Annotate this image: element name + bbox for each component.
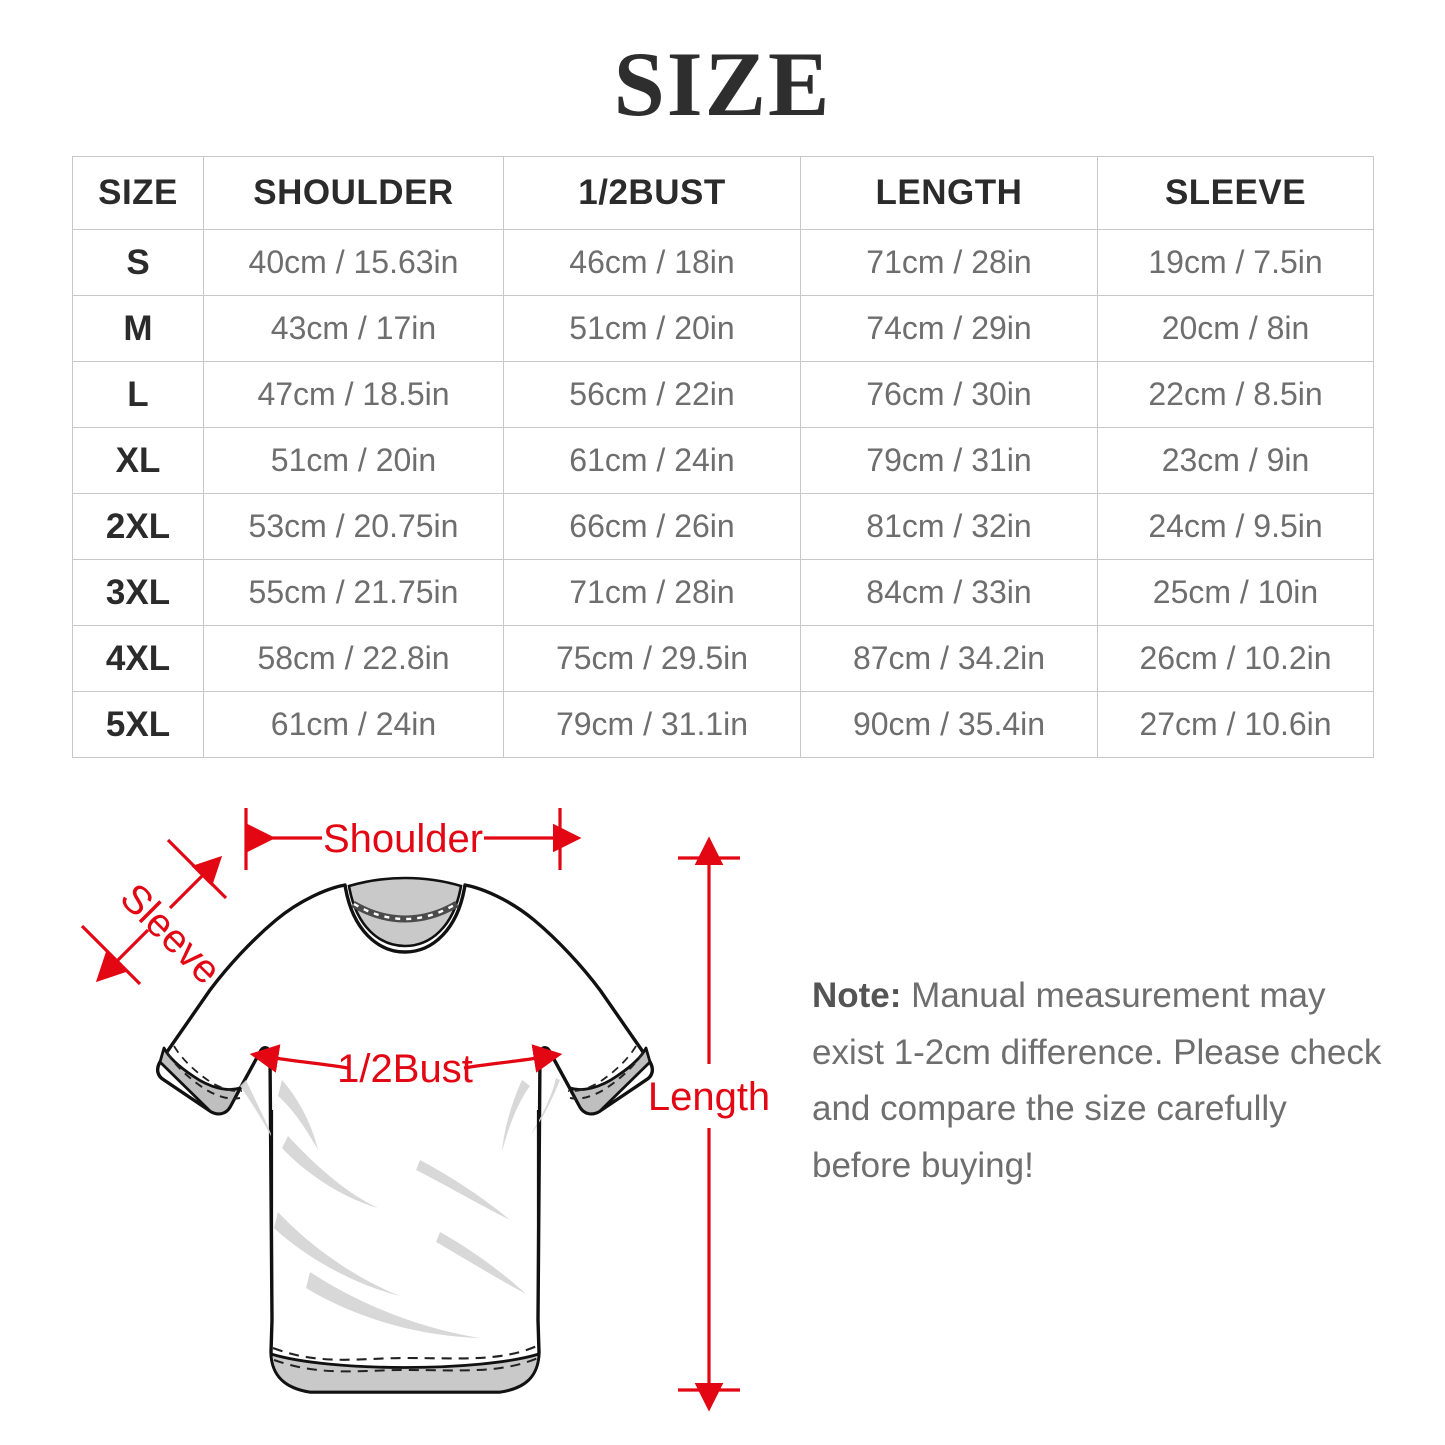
table-row: 3XL 55cm / 21.75in 71cm / 28in 84cm / 33…	[72, 559, 1374, 626]
column-header-shoulder: SHOULDER	[203, 156, 504, 230]
cell-length: 79cm / 31in	[800, 427, 1098, 494]
left-sleeve-hem	[158, 1046, 242, 1116]
cell-size: 5XL	[72, 691, 204, 758]
table-row: 4XL 58cm / 22.8in 75cm / 29.5in 87cm / 3…	[72, 625, 1374, 692]
fabric-shading	[240, 1078, 560, 1338]
length-label: Length	[648, 1075, 770, 1119]
column-header-size: SIZE	[72, 156, 204, 230]
cell-size: XL	[72, 427, 204, 494]
bust-arrow-right	[463, 1044, 563, 1073]
table-row: XL 51cm / 20in 61cm / 24in 79cm / 31in 2…	[72, 427, 1374, 494]
cell-size: 3XL	[72, 559, 204, 626]
cell-bust: 71cm / 28in	[503, 559, 801, 626]
bottom-hem-lip	[269, 1352, 541, 1394]
note-label: Note:	[812, 976, 902, 1015]
note-text: Manual measurement may exist 1-2cm diffe…	[812, 976, 1382, 1186]
bust-dimension: 1/2Bust	[249, 1044, 563, 1091]
cell-shoulder: 47cm / 18.5in	[203, 361, 504, 428]
table-row: M 43cm / 17in 51cm / 20in 74cm / 29in 20…	[72, 295, 1374, 362]
cell-bust: 56cm / 22in	[503, 361, 801, 428]
bust-arrow-left	[249, 1044, 349, 1073]
column-header-bust: 1/2BUST	[503, 156, 801, 230]
cell-shoulder: 43cm / 17in	[203, 295, 504, 362]
bottom-hem-stitch-b	[273, 1357, 539, 1373]
table-row: 5XL 61cm / 24in 79cm / 31.1in 90cm / 35.…	[72, 691, 1374, 758]
cell-size: 4XL	[72, 625, 204, 692]
table-row: L 47cm / 18.5in 56cm / 22in 76cm / 30in …	[72, 361, 1374, 428]
shoulder-label: Shoulder	[323, 817, 483, 861]
cell-length: 76cm / 30in	[800, 361, 1098, 428]
cell-shoulder: 51cm / 20in	[203, 427, 504, 494]
right-sleeve-stitch-2	[567, 1045, 637, 1093]
cell-bust: 75cm / 29.5in	[503, 625, 801, 692]
table-row: S 40cm / 15.63in 46cm / 18in 71cm / 28in…	[72, 229, 1374, 296]
cell-bust: 61cm / 24in	[503, 427, 801, 494]
tshirt-body-outline	[155, 883, 655, 1394]
tshirt-measurement-diagram: Shoulder Sleeve 1/2Bust Length	[60, 780, 800, 1420]
cell-size: 2XL	[72, 493, 204, 560]
left-sleeve-stitch-2	[173, 1045, 243, 1093]
cell-length: 74cm / 29in	[800, 295, 1098, 362]
cell-size: L	[72, 361, 204, 428]
length-dimension: Length	[648, 836, 770, 1412]
collar-inner	[347, 876, 463, 948]
sleeve-tick-bottom	[80, 924, 142, 986]
cell-bust: 66cm / 26in	[503, 493, 801, 560]
bottom-hem-stitch-a	[272, 1345, 538, 1361]
cell-length: 71cm / 28in	[800, 229, 1098, 296]
cell-sleeve: 19cm / 7.5in	[1097, 229, 1374, 296]
cell-bust: 51cm / 20in	[503, 295, 801, 362]
sleeve-dimension: Sleeve	[80, 838, 229, 993]
cell-shoulder: 61cm / 24in	[203, 691, 504, 758]
cell-length: 90cm / 35.4in	[800, 691, 1098, 758]
cell-sleeve: 27cm / 10.6in	[1097, 691, 1374, 758]
cell-size: M	[72, 295, 204, 362]
cell-length: 87cm / 34.2in	[800, 625, 1098, 692]
size-chart-table: SIZE SHOULDER 1/2BUST LENGTH SLEEVE S 40…	[72, 156, 1374, 758]
cell-size: S	[72, 229, 204, 296]
table-header-row: SIZE SHOULDER 1/2BUST LENGTH SLEEVE	[72, 156, 1374, 230]
cell-sleeve: 26cm / 10.2in	[1097, 625, 1374, 692]
bust-label: 1/2Bust	[337, 1047, 473, 1091]
sleeve-arrow-up	[168, 855, 223, 910]
tshirt-illustration	[155, 876, 655, 1394]
sleeve-tick-top	[166, 838, 228, 900]
page-title: SIZE	[613, 33, 832, 135]
sleeve-arrow-down	[95, 928, 150, 983]
cell-sleeve: 22cm / 8.5in	[1097, 361, 1374, 428]
cell-sleeve: 24cm / 9.5in	[1097, 493, 1374, 560]
right-sleeve-hem	[568, 1046, 652, 1116]
cell-length: 81cm / 32in	[800, 493, 1098, 560]
cell-bust: 46cm / 18in	[503, 229, 801, 296]
cell-shoulder: 58cm / 22.8in	[203, 625, 504, 692]
cell-shoulder: 53cm / 20.75in	[203, 493, 504, 560]
collar-stitch-dashes	[353, 902, 457, 921]
measurement-note: Note: Manual measurement may exist 1-2cm…	[812, 968, 1392, 1195]
cell-shoulder: 55cm / 21.75in	[203, 559, 504, 626]
cell-sleeve: 25cm / 10in	[1097, 559, 1374, 626]
shoulder-dimension: Shoulder	[244, 808, 582, 870]
cell-sleeve: 23cm / 9in	[1097, 427, 1374, 494]
table-row: 2XL 53cm / 20.75in 66cm / 26in 81cm / 32…	[72, 493, 1374, 560]
cell-shoulder: 40cm / 15.63in	[203, 229, 504, 296]
column-header-length: LENGTH	[800, 156, 1098, 230]
cell-bust: 79cm / 31.1in	[503, 691, 801, 758]
column-header-sleeve: SLEEVE	[1097, 156, 1374, 230]
cell-sleeve: 20cm / 8in	[1097, 295, 1374, 362]
cell-length: 84cm / 33in	[800, 559, 1098, 626]
